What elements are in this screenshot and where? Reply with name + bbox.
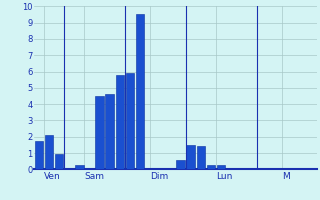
Bar: [35, 141, 43, 169]
Bar: [187, 145, 195, 169]
Bar: [217, 165, 225, 169]
Bar: [126, 73, 134, 169]
Bar: [95, 96, 104, 169]
Bar: [116, 75, 124, 169]
Bar: [55, 154, 63, 169]
Bar: [196, 146, 205, 169]
Bar: [45, 135, 53, 169]
Bar: [176, 160, 185, 169]
Bar: [106, 94, 114, 169]
Bar: [207, 165, 215, 169]
Bar: [136, 14, 144, 169]
Bar: [75, 165, 84, 169]
